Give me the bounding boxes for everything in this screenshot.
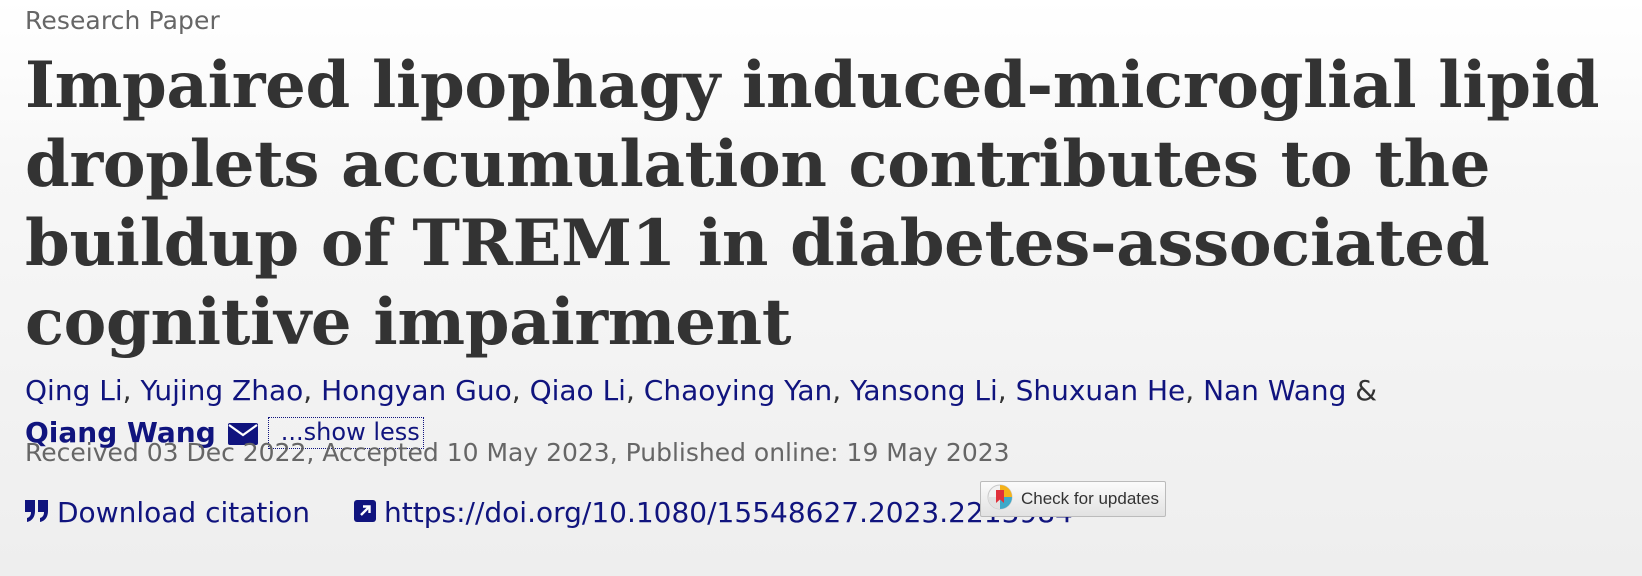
doi-url: https://doi.org/10.1080/15548627.2023.22…: [384, 495, 1073, 529]
check-for-updates-button[interactable]: Check for updates: [980, 481, 1166, 517]
author-separator: ,: [997, 374, 1016, 407]
author-separator: ,: [511, 374, 530, 407]
author-link[interactable]: Yujing Zhao: [140, 374, 304, 407]
envelope-icon[interactable]: [227, 415, 258, 457]
author-separator: ,: [625, 374, 644, 407]
author-link[interactable]: Yansong Li: [850, 374, 998, 407]
author-and-separator: &: [1346, 374, 1378, 407]
author-link[interactable]: Qing Li: [25, 374, 123, 407]
article-title: Impaired lipophagy induced-microglial li…: [25, 48, 1600, 360]
corresponding-author-link[interactable]: Qiang Wang: [25, 416, 216, 449]
download-citation-link[interactable]: Download citation: [25, 496, 310, 529]
article-type-label: Research Paper: [25, 6, 220, 35]
external-link-icon: [354, 496, 377, 529]
publication-dates: Received 03 Dec 2022, Accepted 10 May 20…: [25, 438, 1010, 467]
author-separator: ,: [832, 374, 851, 407]
article-toolbar: Download citation https://doi.org/10.108…: [25, 488, 1073, 536]
author-link[interactable]: Hongyan Guo: [321, 374, 512, 407]
author-link[interactable]: Qiao Li: [529, 374, 626, 407]
author-link[interactable]: Chaoying Yan: [643, 374, 833, 407]
doi-link[interactable]: https://doi.org/10.1080/15548627.2023.22…: [354, 496, 1073, 529]
download-citation-label: Download citation: [57, 495, 311, 529]
show-less-toggle[interactable]: ...show less: [267, 417, 424, 449]
check-for-updates-label: Check for updates: [1021, 489, 1159, 508]
author-list: Qing Li, Yujing Zhao, Hongyan Guo, Qiao …: [25, 370, 1525, 457]
crossmark-logo-icon: [987, 484, 1013, 515]
author-separator: ,: [1185, 374, 1204, 407]
author-link[interactable]: Nan Wang: [1203, 374, 1347, 407]
author-link[interactable]: Shuxuan He: [1015, 374, 1186, 407]
author-separator: ,: [122, 374, 141, 407]
quote-icon: [25, 496, 49, 529]
author-separator: ,: [303, 374, 322, 407]
